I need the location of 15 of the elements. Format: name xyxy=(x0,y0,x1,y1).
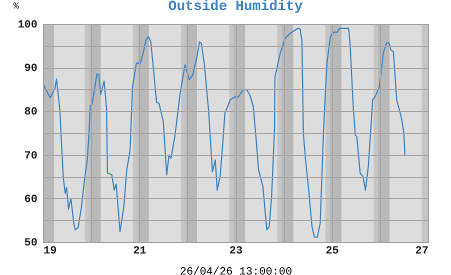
line-series xyxy=(42,28,406,238)
y-tick-label: 50 xyxy=(24,238,38,250)
y-tick-label: 100 xyxy=(18,20,38,32)
x-axis-title: 26/04/26 13:00:00 xyxy=(180,266,292,275)
x-tick-label: 25 xyxy=(326,246,340,258)
y-tick-label: 90 xyxy=(24,63,38,76)
x-tick-label: 21 xyxy=(133,246,147,258)
y-tick-label: 60 xyxy=(24,194,38,206)
x-tick-label: 27 xyxy=(415,246,428,258)
y-axis-title: % xyxy=(14,2,20,12)
x-tick-label: 19 xyxy=(44,246,57,258)
x-tick-label: 23 xyxy=(229,246,243,258)
y-tick-label: 80 xyxy=(24,106,38,119)
chart-title: Outside Humidity xyxy=(168,0,304,15)
y-tick-label: 70 xyxy=(24,150,38,162)
